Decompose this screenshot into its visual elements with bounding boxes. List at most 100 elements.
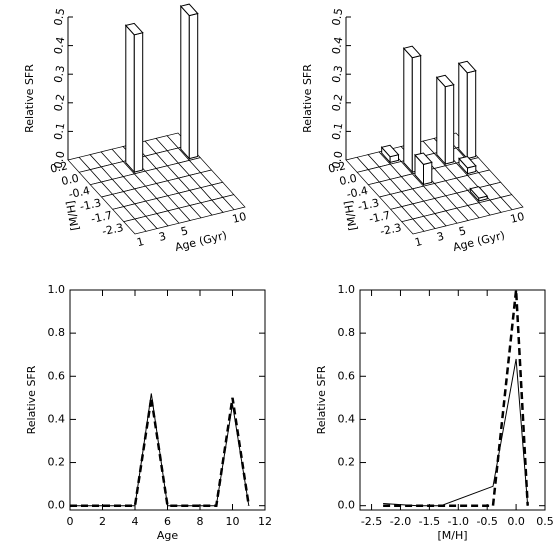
- y-tick-label: 1.0: [48, 283, 66, 296]
- x-tick-label: 0.5: [536, 515, 554, 528]
- bar-top: [402, 45, 422, 59]
- x-tick-label: 10: [226, 515, 240, 528]
- x-tick-label: 0: [67, 515, 74, 528]
- x-tick-label: 1: [135, 235, 145, 249]
- bar-front: [466, 70, 477, 160]
- bar-top: [380, 144, 400, 158]
- x-tick-label: 8: [197, 515, 204, 528]
- z-tick-label: 0.5: [52, 7, 68, 26]
- y-tick-label: 0.8: [338, 326, 356, 339]
- y-tick-label: 0.0: [48, 499, 66, 512]
- x-tick-label: 5: [179, 224, 189, 238]
- bar-top: [179, 3, 199, 17]
- cell: [123, 218, 147, 235]
- y-tick-label: 0.4: [338, 412, 356, 425]
- y-axis-label: [M/H]: [342, 200, 360, 232]
- y-tick-label: 0.4: [48, 412, 66, 425]
- y-axis-label: Relative SFR: [25, 365, 38, 434]
- x-tick-label: 2: [99, 515, 106, 528]
- cell: [401, 218, 425, 235]
- y-tick-label: 0.6: [48, 369, 66, 382]
- x-tick-label: 3: [157, 230, 167, 244]
- z-tick-label: 0.5: [330, 7, 346, 26]
- bar-left: [125, 24, 135, 174]
- y-axis-label: Relative SFR: [315, 365, 328, 434]
- y-tick-label: -2.3: [101, 221, 125, 238]
- plot-frame: [69, 289, 266, 511]
- x-tick-label: 1: [413, 235, 423, 249]
- x-tick-label: -1.5: [419, 515, 440, 528]
- series-line: [383, 289, 529, 507]
- y-tick-label: -1.3: [79, 196, 103, 213]
- bar: [122, 22, 146, 175]
- y-tick-label: -2.3: [379, 221, 403, 238]
- y-tick-label: 0.2: [327, 159, 347, 175]
- bar-left: [180, 4, 190, 160]
- y-tick-label: -1.3: [357, 196, 381, 213]
- x-tick-label: -1.0: [448, 515, 469, 528]
- bar-front: [444, 84, 455, 165]
- x-axis-label: [M/H]: [437, 529, 467, 542]
- bar-top: [124, 22, 144, 36]
- y-tick-label: -1.7: [90, 209, 114, 226]
- y-tick-label: 0.2: [48, 456, 66, 469]
- x-tick-label: 5: [457, 224, 467, 238]
- x-tick-label: -0.5: [476, 515, 497, 528]
- bar: [177, 3, 201, 161]
- z-axis-label: Relative SFR: [23, 64, 36, 133]
- y-tick-label: -1.7: [368, 209, 392, 226]
- z-tick-label: 0.4: [52, 36, 68, 55]
- x-tick-label: 4: [132, 515, 139, 528]
- bar: [455, 60, 479, 161]
- x-tick-label: -2.0: [390, 515, 411, 528]
- z-tick-label: 0.2: [52, 93, 68, 112]
- y-axis-label: [M/H]: [64, 200, 82, 232]
- x-tick-label: 6: [164, 515, 171, 528]
- y-tick-label: 0.2: [49, 159, 69, 175]
- bar: [123, 218, 147, 235]
- bar: [401, 218, 425, 235]
- y-tick-label: 0.0: [338, 172, 358, 188]
- bar: [433, 74, 457, 167]
- bar-left: [403, 47, 413, 174]
- y-tick-label: 1.0: [338, 283, 356, 296]
- bar-top: [469, 186, 489, 199]
- z-tick-label: 0.0: [330, 150, 346, 169]
- bar-top: [457, 60, 477, 74]
- z-axis-label: Relative SFR: [301, 64, 314, 133]
- bar-left: [436, 76, 446, 166]
- bar: [455, 155, 480, 176]
- y-tick-label: 0.6: [338, 369, 356, 382]
- z-tick-label: 0.4: [330, 36, 346, 55]
- bar-front: [423, 161, 433, 186]
- bar-top: [414, 152, 433, 165]
- z-tick-label: 0.3: [52, 64, 68, 83]
- bar-left: [458, 62, 468, 160]
- y-tick-label: -0.4: [345, 184, 369, 201]
- x-tick-label: 3: [435, 230, 445, 244]
- bar-front: [133, 32, 144, 173]
- y-tick-label: 0.8: [48, 326, 66, 339]
- x-tick-label: -2.5: [361, 515, 382, 528]
- z-tick-label: 0.1: [330, 122, 346, 141]
- x-tick-label: 10: [509, 210, 526, 226]
- bar-top: [435, 74, 455, 88]
- bar-front: [188, 12, 199, 160]
- z-tick-label: 0.1: [52, 122, 68, 141]
- y-tick-label: 0.2: [338, 456, 356, 469]
- x-axis-label: Age: [157, 529, 179, 542]
- x-tick-label: 10: [231, 210, 248, 226]
- y-tick-label: -0.4: [67, 184, 91, 201]
- bar-top: [458, 155, 477, 169]
- z-tick-label: 0.0: [52, 150, 68, 169]
- x-tick-label: 0.0: [507, 515, 525, 528]
- plot-frame: [359, 289, 546, 511]
- y-tick-label: 0.0: [338, 499, 356, 512]
- bar: [378, 144, 402, 165]
- z-tick-label: 0.3: [330, 64, 346, 83]
- z-tick-label: 0.2: [330, 93, 346, 112]
- bar: [411, 152, 436, 187]
- x-tick-label: 12: [258, 515, 272, 528]
- y-tick-label: 0.0: [60, 172, 80, 188]
